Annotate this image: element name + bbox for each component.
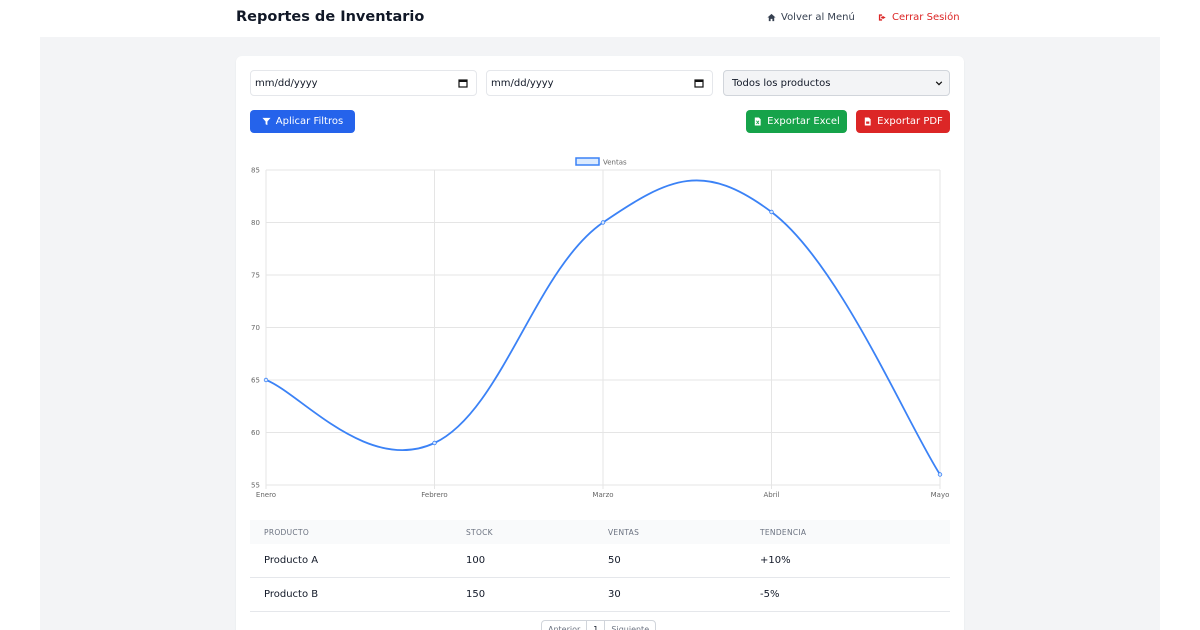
page-title: Reportes de Inventario — [236, 9, 425, 25]
export-pdf-label: Exportar PDF — [877, 116, 943, 127]
sales-chart: 55 60 65 70 75 80 85 Enero Febrero Marzo Abril Mayo… — [236, 151, 964, 511]
cell-product: Producto B — [264, 589, 319, 600]
report-card: mm/dd/yyyy mm/dd/yyyy Todos los producto… — [236, 56, 964, 630]
filter-icon — [262, 117, 271, 126]
sign-out-icon — [878, 14, 886, 21]
y-tick-label: 55 — [251, 482, 260, 490]
table-header: PRODUCTO STOCK VENTAS TENDENCIA — [250, 520, 950, 544]
export-excel-label: Exportar Excel — [767, 116, 840, 127]
cell-stock: 100 — [466, 555, 486, 566]
data-point — [600, 220, 606, 225]
file-excel-icon — [754, 117, 761, 126]
x-tick-label: Febrero — [421, 491, 447, 499]
x-tick-label: Marzo — [592, 491, 613, 499]
product-select[interactable]: Todos los productos — [723, 70, 950, 96]
top-bar: Reportes de Inventario Volver al Menú Ce… — [0, 0, 1200, 37]
column-header-stock: STOCK — [466, 527, 493, 537]
cell-sales: 30 — [608, 589, 621, 600]
file-pdf-icon — [864, 117, 871, 126]
x-tick-label: Abril — [764, 491, 780, 499]
calendar-icon[interactable] — [694, 78, 704, 88]
pagination-next-button[interactable]: Siguiente — [611, 625, 650, 630]
column-header-trend: TENDENCIA — [760, 527, 807, 537]
logout-label: Cerrar Sesión — [892, 12, 960, 23]
cell-sales: 50 — [608, 555, 621, 566]
cell-stock: 150 — [466, 589, 486, 600]
column-header-product: PRODUCTO — [264, 527, 310, 537]
y-tick-label: 80 — [251, 219, 260, 227]
y-tick-label: 70 — [251, 324, 260, 332]
legend-swatch — [575, 157, 600, 166]
pagination-page-button[interactable]: 1 — [587, 621, 606, 630]
home-icon — [767, 13, 776, 22]
x-tick-label: Enero — [256, 491, 276, 499]
table-row: Producto A 100 50 +10% — [250, 544, 950, 578]
apply-filters-label: Aplicar Filtros — [275, 116, 344, 127]
table-row: Producto B 150 30 -5% — [250, 578, 950, 612]
column-header-sales: VENTAS — [608, 527, 640, 537]
date-from-value: mm/dd/yyyy — [255, 77, 318, 89]
sales-chart-svg: 55 60 65 70 75 80 85 Enero Febrero Marzo Abril Mayo… — [251, 157, 950, 499]
export-excel-button[interactable]: Exportar Excel — [746, 110, 847, 133]
legend-label: Ventas — [603, 159, 627, 167]
back-to-menu-link[interactable]: Volver al Menú — [767, 12, 855, 23]
date-to-input[interactable]: mm/dd/yyyy — [486, 70, 713, 96]
calendar-icon[interactable] — [458, 78, 468, 88]
cell-product: Producto A — [264, 555, 319, 566]
product-select-value: Todos los productos — [732, 77, 831, 89]
data-point — [263, 377, 269, 383]
export-pdf-button[interactable]: Exportar PDF — [856, 110, 950, 133]
pagination: Anterior 1 Siguiente — [541, 620, 657, 630]
logout-link[interactable]: Cerrar Sesión — [878, 12, 960, 23]
data-point — [432, 440, 437, 446]
y-tick-label: 75 — [251, 272, 260, 280]
back-to-menu-label: Volver al Menú — [781, 12, 855, 23]
y-tick-label: 85 — [251, 167, 260, 175]
data-point — [937, 472, 943, 477]
data-point — [769, 209, 774, 215]
chevron-down-icon — [935, 81, 943, 86]
x-tick-label: Mayo — [931, 491, 950, 499]
inventory-table: PRODUCTO STOCK VENTAS TENDENCIA Producto… — [250, 520, 950, 612]
cell-trend: -5% — [760, 589, 780, 600]
date-to-value: mm/dd/yyyy — [491, 77, 554, 89]
y-tick-label: 65 — [251, 377, 260, 385]
cell-trend: +10% — [760, 555, 791, 566]
apply-filters-button[interactable]: Aplicar Filtros — [250, 110, 355, 133]
y-tick-label: 60 — [251, 429, 260, 437]
date-from-input[interactable]: mm/dd/yyyy — [250, 70, 477, 96]
pagination-prev-button[interactable]: Anterior — [542, 621, 588, 630]
